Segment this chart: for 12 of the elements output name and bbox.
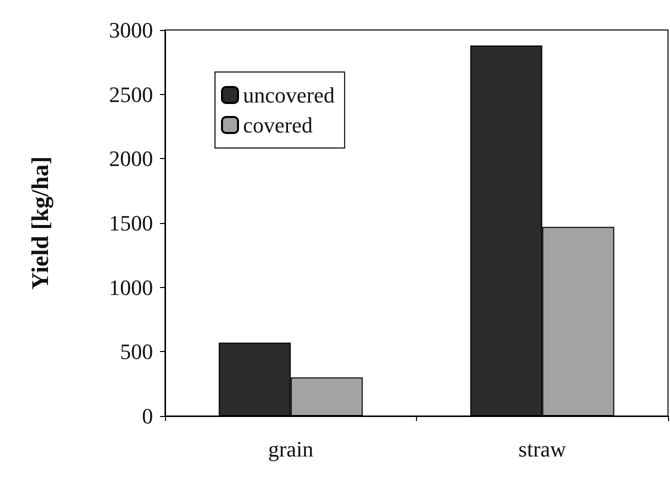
y-tick-label: 1000 (109, 274, 153, 300)
legend-label: covered (243, 112, 313, 138)
x-tick-label: grain (268, 436, 314, 462)
y-axis-title: Yield [kg/ha] (28, 156, 54, 290)
x-tick-label: straw (518, 436, 566, 462)
y-tick-label: 500 (120, 339, 153, 364)
legend-label: uncovered (243, 82, 335, 108)
y-tick-label: 0 (142, 404, 153, 428)
y-tick-label: 1500 (109, 210, 153, 236)
y-tick-label: 3000 (109, 18, 153, 42)
y-tick-label: 2500 (109, 82, 153, 107)
y-tick-label: 2000 (109, 146, 153, 172)
